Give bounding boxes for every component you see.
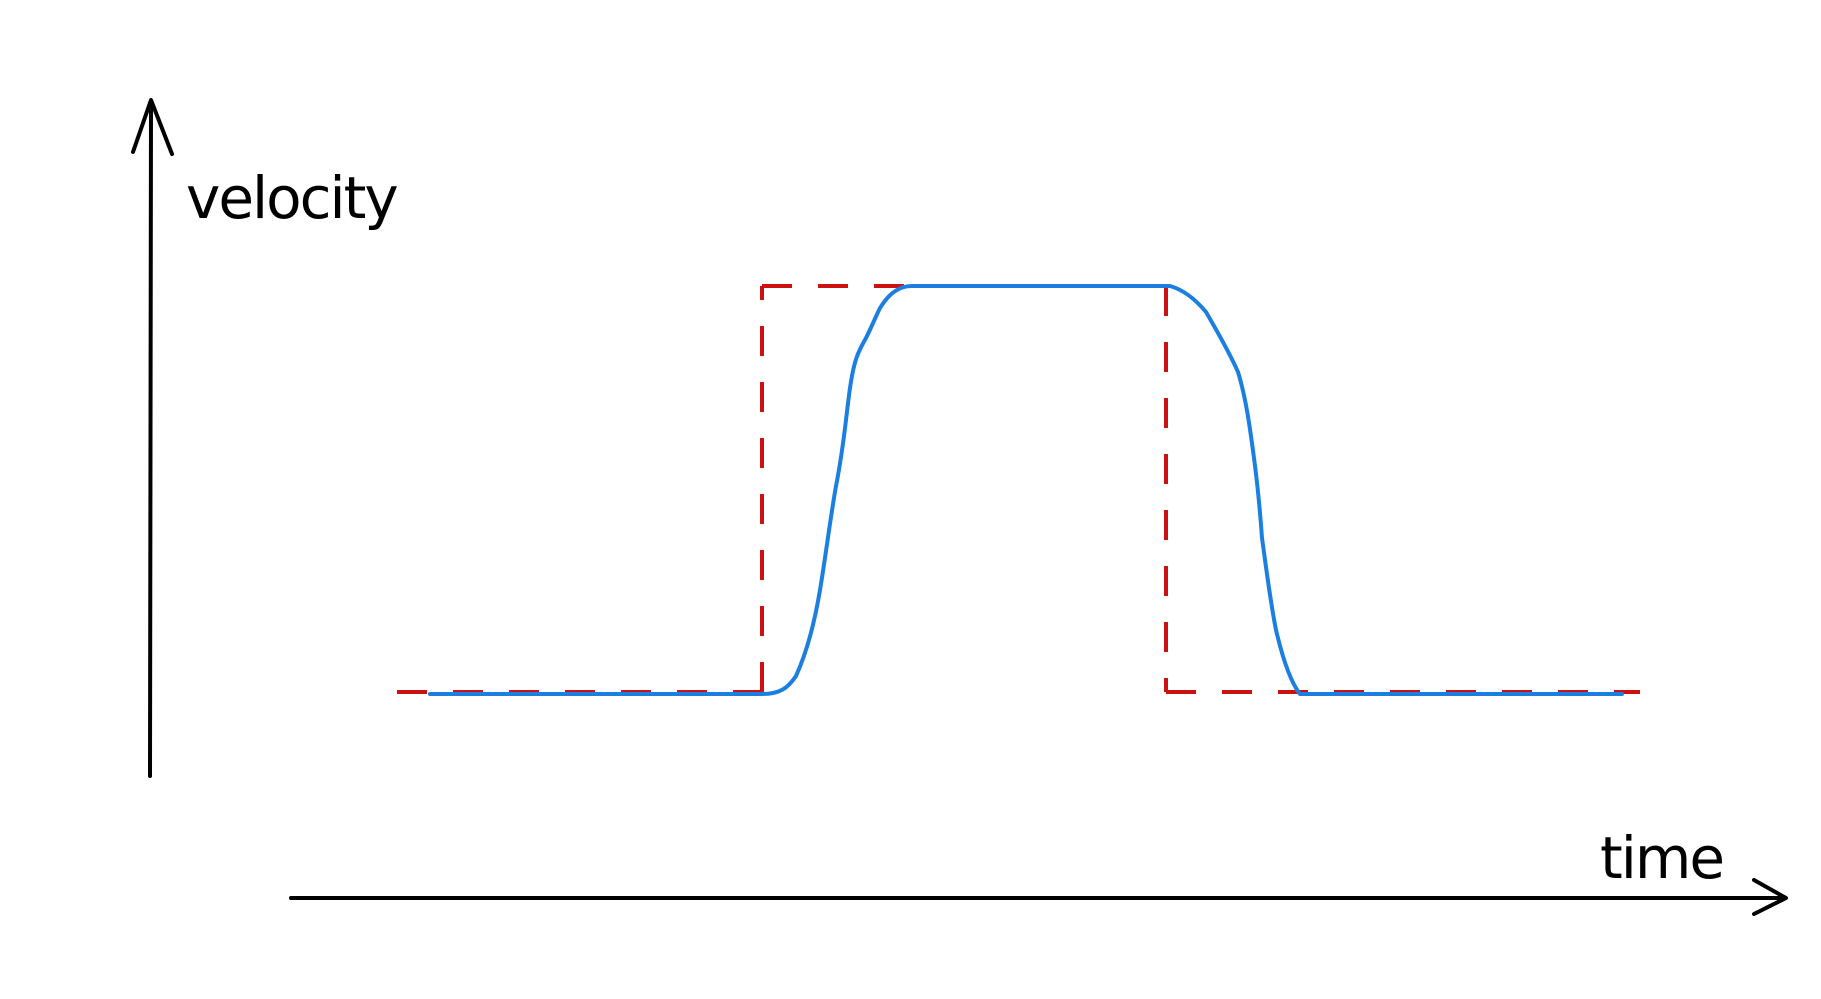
x-axis — [289, 878, 1788, 916]
x-axis-label: time — [1600, 824, 1723, 892]
ideal-velocity-profile — [397, 284, 1640, 694]
actual-velocity-trace — [428, 284, 1624, 696]
y-axis — [131, 98, 174, 778]
actual-velocity-profile — [428, 284, 1624, 696]
x-axis-arrowhead — [1752, 878, 1788, 916]
y-axis-arrowhead — [131, 98, 174, 156]
y-axis-line — [148, 100, 153, 778]
y-axis-label: velocity — [186, 164, 397, 232]
